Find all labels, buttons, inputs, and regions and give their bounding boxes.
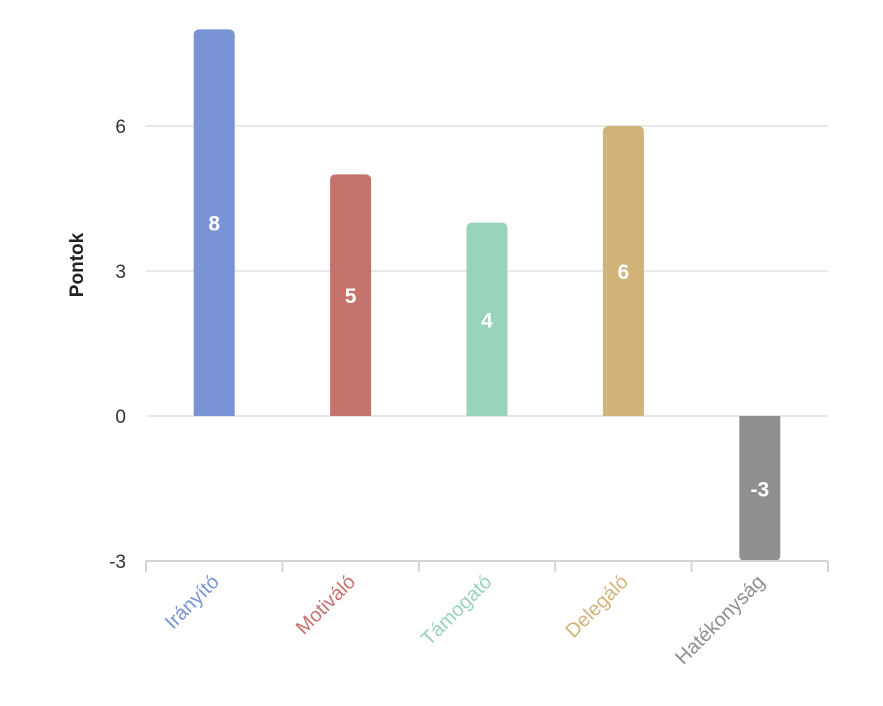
y-tick-label: -3 xyxy=(109,552,126,573)
bar-value-label: 6 xyxy=(618,261,630,284)
bar-value-label: 5 xyxy=(345,285,357,308)
bar xyxy=(193,29,235,417)
category-label: Motiváló xyxy=(292,571,360,639)
bar xyxy=(330,174,372,416)
bar-value-label: -3 xyxy=(750,478,769,501)
y-tick-label: 3 xyxy=(115,262,126,283)
y-tick-labels: -3 0 3 6 xyxy=(109,117,126,573)
bar xyxy=(466,222,508,416)
category-labels: Irányító Motiváló Támogató Delegáló Hatékony… xyxy=(161,571,769,669)
y-tick-label: 0 xyxy=(115,407,126,428)
bar-value-label: 4 xyxy=(481,309,493,332)
y-tick-label: 6 xyxy=(115,117,126,138)
bar xyxy=(739,416,781,561)
category-label: Delegáló xyxy=(562,571,633,642)
bar xyxy=(602,126,644,417)
category-label: Irányító xyxy=(161,571,224,634)
bar-value-labels: 8 5 4 6 -3 xyxy=(208,213,769,502)
x-axis xyxy=(145,559,829,572)
bar-value-label: 8 xyxy=(208,213,220,236)
y-axis-title: Pontok xyxy=(67,232,88,297)
category-label: Hatékonyság xyxy=(671,571,769,669)
bars xyxy=(193,29,781,561)
category-label: Támogató xyxy=(417,571,496,650)
